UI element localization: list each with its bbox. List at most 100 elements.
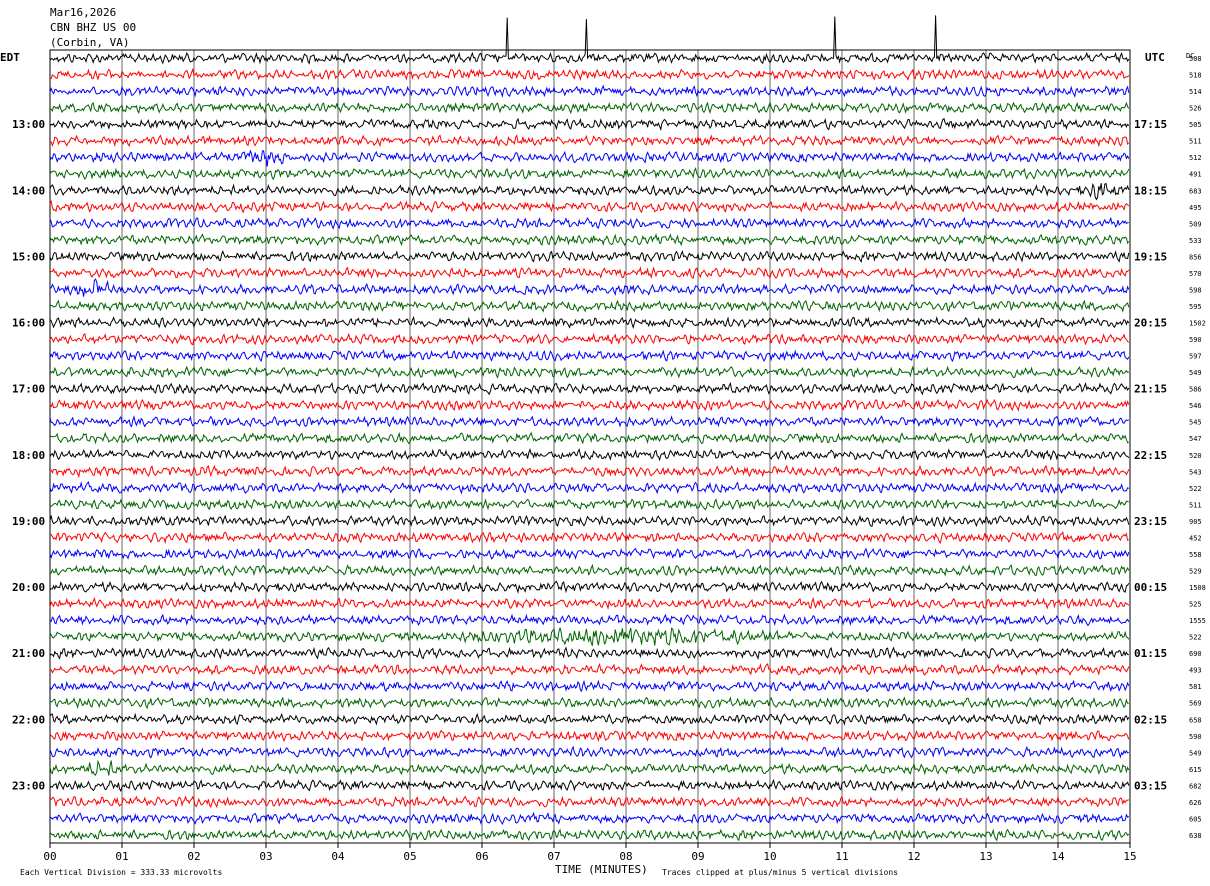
dc-offset-label: 569 xyxy=(1189,700,1202,708)
x-tick-label: 15 xyxy=(1123,850,1136,863)
x-tick-label: 09 xyxy=(691,850,704,863)
dc-offset-label: 505 xyxy=(1189,121,1202,129)
dc-offset-label: 549 xyxy=(1189,749,1202,757)
dc-offset-label: 905 xyxy=(1189,518,1202,526)
right-timezone-label: UTC xyxy=(1145,51,1165,64)
seismogram-trace xyxy=(49,348,1130,363)
header-location: (Corbin, VA) xyxy=(50,36,130,49)
seismogram-trace xyxy=(49,100,1130,115)
header-station: CBN BHZ US 00 xyxy=(50,21,137,34)
seismogram-trace xyxy=(49,199,1130,214)
dc-offset-label: 615 xyxy=(1189,766,1202,774)
plot-frame xyxy=(49,49,1131,844)
dc-offset-label: 549 xyxy=(1189,369,1202,377)
dc-offset-label: 514 xyxy=(1189,88,1202,96)
seismogram-trace xyxy=(49,415,1129,429)
seismogram-trace xyxy=(49,514,1130,528)
x-tick-label: 14 xyxy=(1051,850,1065,863)
dc-offset-label: 595 xyxy=(1189,303,1202,311)
right-hour-label: 18:15 xyxy=(1134,184,1167,197)
dc-offset-label: 605 xyxy=(1189,815,1202,823)
seismogram-trace xyxy=(49,299,1130,313)
right-hour-label: 02:15 xyxy=(1134,713,1167,726)
seismogram-trace xyxy=(49,745,1129,759)
dc-offset-label: 529 xyxy=(1189,567,1202,575)
dc-offset-label: 511 xyxy=(1189,501,1202,509)
seismogram-trace xyxy=(49,249,1130,263)
dc-offset-label: 518 xyxy=(1189,72,1202,80)
dc-offset-label: 590 xyxy=(1189,733,1202,741)
seismogram-trace xyxy=(49,481,1130,495)
left-hour-label: 14:00 xyxy=(12,184,45,197)
left-hour-label: 18:00 xyxy=(12,449,45,462)
seismogram-trace xyxy=(49,398,1130,412)
left-hour-label: 19:00 xyxy=(12,515,45,528)
left-hour-label: 17:00 xyxy=(12,383,45,396)
dc-offset-label: 570 xyxy=(1189,270,1202,278)
seismogram-trace xyxy=(49,332,1130,346)
x-tick-label: 06 xyxy=(475,850,488,863)
dc-offset-label: 545 xyxy=(1189,419,1202,427)
right-hour-label: 23:15 xyxy=(1134,515,1167,528)
seismogram-trace xyxy=(49,315,1130,330)
seismogram-trace xyxy=(49,216,1129,230)
seismogram-trace xyxy=(49,67,1130,81)
dc-offset-label: 590 xyxy=(1189,336,1202,344)
left-hour-label: 16:00 xyxy=(12,317,45,330)
dc-offset-label: 1508 xyxy=(1189,584,1206,592)
dc-offset-label: 558 xyxy=(1189,551,1202,559)
seismogram-trace xyxy=(49,580,1130,594)
x-tick-label: 13 xyxy=(979,850,992,863)
seismogram-trace xyxy=(49,627,1130,646)
left-timezone-label: EDT xyxy=(0,51,20,64)
dc-offset-label: 522 xyxy=(1189,485,1202,493)
x-tick-label: 02 xyxy=(187,850,200,863)
dc-offset-label: 598 xyxy=(1189,286,1202,294)
dc-offset-label: 508 xyxy=(1189,55,1202,63)
right-hour-label: 01:15 xyxy=(1134,647,1167,660)
dc-offset-label: 683 xyxy=(1189,187,1202,195)
x-tick-label: 11 xyxy=(835,850,848,863)
x-tick-label: 00 xyxy=(43,850,56,863)
right-hour-label: 20:15 xyxy=(1134,317,1167,330)
dc-offset-label: 509 xyxy=(1189,220,1202,228)
seismogram-traces: 508 518 514 526 505 511 512 491 683 495 509 533 856 5… xyxy=(49,15,1206,842)
dc-offset-label: 491 xyxy=(1189,171,1202,179)
seismogram-trace xyxy=(49,84,1130,98)
footer-scale-text: Each Vertical Division = 333.33 microvol… xyxy=(20,868,222,877)
x-tick-label: 07 xyxy=(547,850,560,863)
seismogram-trace xyxy=(49,811,1130,825)
left-hour-label: 15:00 xyxy=(12,250,45,263)
dc-offset-label: 626 xyxy=(1189,799,1202,807)
seismogram-trace xyxy=(49,828,1130,842)
seismogram-trace xyxy=(49,15,1130,65)
dc-offset-label: 493 xyxy=(1189,667,1202,675)
x-tick-label: 10 xyxy=(763,850,776,863)
x-axis-title: TIME (MINUTES) xyxy=(555,863,648,876)
dc-offset-label: 511 xyxy=(1189,138,1202,146)
seismogram-trace xyxy=(49,431,1130,445)
dc-offset-label: 658 xyxy=(1189,716,1202,724)
dc-offset-label: 495 xyxy=(1189,204,1202,212)
right-hour-label: 00:15 xyxy=(1134,581,1167,594)
seismogram-trace xyxy=(49,778,1130,792)
seismogram-trace xyxy=(49,233,1130,247)
seismogram-trace xyxy=(49,662,1130,676)
dc-offset-label: 520 xyxy=(1189,452,1202,460)
left-hour-label: 20:00 xyxy=(12,581,45,594)
right-hour-label: 19:15 xyxy=(1134,250,1167,263)
left-hour-label: 22:00 xyxy=(12,713,45,726)
dc-offset-label: 533 xyxy=(1189,237,1202,245)
left-hour-label: 13:00 xyxy=(12,118,45,131)
x-tick-label: 01 xyxy=(115,850,128,863)
seismogram-trace xyxy=(49,712,1130,726)
dc-offset-label: 586 xyxy=(1189,386,1202,394)
seismogram-trace xyxy=(49,613,1130,627)
seismogram-trace xyxy=(49,464,1130,479)
seismogram-trace xyxy=(49,696,1129,710)
dc-offset-label: 856 xyxy=(1189,253,1202,261)
seismogram-trace xyxy=(49,530,1130,545)
dc-offset-label: 597 xyxy=(1189,353,1202,361)
dc-offset-label: 581 xyxy=(1189,683,1202,691)
